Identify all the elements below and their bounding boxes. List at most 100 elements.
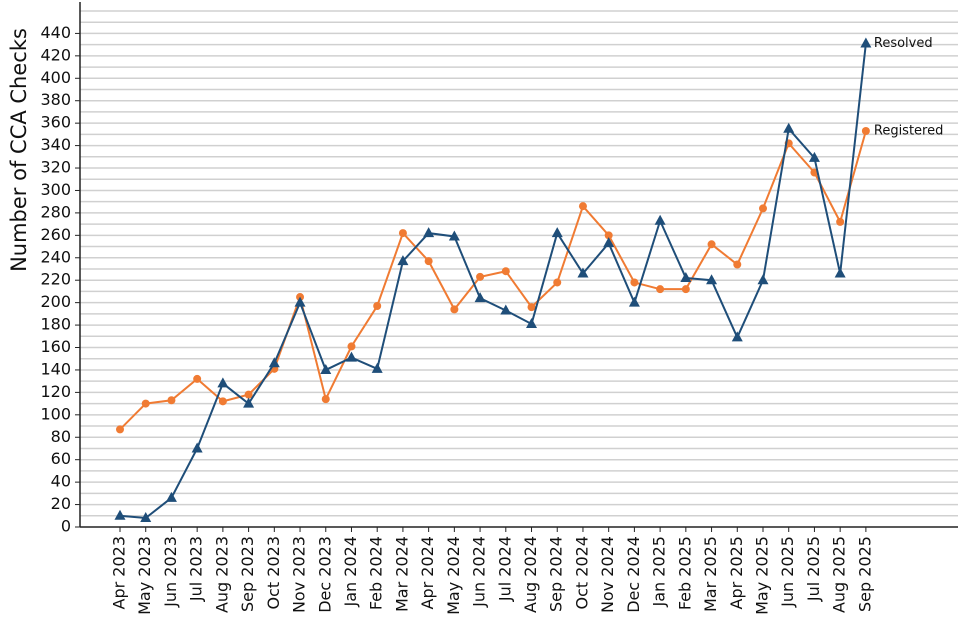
point — [757, 274, 769, 285]
y-tick-label: 200 — [40, 292, 71, 311]
point — [707, 240, 716, 249]
point — [114, 509, 126, 520]
x-tick-label: Dec 2023 — [315, 536, 334, 613]
point — [167, 396, 176, 405]
y-tick-label: 220 — [40, 270, 71, 289]
point — [808, 151, 820, 162]
x-tick-label: May 2025 — [753, 536, 772, 615]
y-tick-label: 60 — [51, 449, 71, 468]
point — [320, 363, 332, 374]
x-tick-label: Apr 2025 — [727, 536, 746, 609]
y-tick-label: 380 — [40, 90, 71, 109]
x-tick-label: Sep 2024 — [547, 536, 566, 612]
y-tick-label: 400 — [40, 68, 71, 87]
point — [193, 374, 202, 383]
point — [578, 202, 587, 211]
point — [706, 274, 718, 285]
point — [448, 230, 460, 241]
point — [218, 397, 227, 406]
x-tick-label: Jul 2025 — [804, 536, 823, 602]
y-tick-label: 300 — [40, 180, 71, 199]
x-tick-label: Sep 2025 — [855, 536, 874, 612]
point — [321, 395, 330, 404]
point — [500, 304, 512, 315]
series-label: Registered — [874, 124, 944, 139]
y-tick-label: 180 — [40, 315, 71, 334]
point — [551, 227, 563, 238]
point — [424, 257, 433, 266]
x-tick-label: Jun 2023 — [161, 536, 180, 608]
x-tick-label: Jul 2024 — [495, 536, 514, 602]
point — [397, 255, 409, 266]
x-tick-label: Sep 2023 — [238, 536, 257, 612]
y-tick-label: 420 — [40, 45, 71, 64]
point — [191, 442, 203, 453]
point — [527, 303, 536, 312]
x-tick-label: Nov 2023 — [290, 536, 309, 613]
point — [656, 285, 665, 294]
y-tick-label: 80 — [51, 427, 71, 446]
series-line — [119, 130, 867, 431]
series-line — [119, 43, 867, 520]
point — [553, 278, 562, 287]
y-tick-label: 120 — [40, 382, 71, 401]
point — [450, 305, 459, 314]
y-tick-label: 260 — [40, 225, 71, 244]
y-tick-label: 160 — [40, 337, 71, 356]
y-tick-label: 0 — [61, 517, 71, 536]
x-tick-label: Mar 2024 — [392, 536, 411, 612]
point — [141, 399, 150, 408]
y-tick-label: 280 — [40, 202, 71, 221]
y-tick-label: 100 — [40, 404, 71, 423]
point — [759, 204, 767, 213]
point — [577, 267, 589, 278]
point — [474, 292, 486, 303]
point — [476, 272, 485, 281]
x-tick-label: Jan 2025 — [650, 536, 669, 607]
point — [140, 512, 152, 523]
point — [680, 271, 692, 282]
point — [373, 302, 382, 311]
x-tick-label: Jun 2024 — [470, 536, 489, 608]
y-tick-label: 20 — [51, 494, 71, 513]
point — [268, 357, 280, 368]
x-tick-label: Oct 2024 — [572, 536, 591, 609]
y-tick-label: 240 — [40, 247, 71, 266]
point — [836, 217, 845, 226]
y-axis-label: Number of CCA Checks — [7, 28, 31, 272]
series-label: Resolved — [874, 36, 933, 51]
point — [243, 397, 255, 408]
x-tick-label: May 2024 — [444, 536, 463, 615]
point — [501, 267, 510, 276]
y-tick-label: 440 — [40, 23, 71, 42]
x-tick-label: Dec 2024 — [624, 536, 643, 613]
x-tick-label: Apr 2024 — [418, 536, 437, 609]
x-tick-label: Jul 2023 — [187, 536, 206, 602]
x-tick-label: Aug 2025 — [830, 536, 849, 613]
point — [244, 390, 253, 399]
y-tick-label: 40 — [51, 472, 71, 491]
x-tick-label: Feb 2025 — [675, 536, 694, 610]
point — [834, 267, 846, 278]
point — [860, 37, 872, 48]
x-tick-label: Aug 2024 — [521, 536, 540, 613]
point — [294, 296, 306, 307]
y-tick-label: 320 — [40, 158, 71, 177]
point — [604, 231, 613, 240]
x-tick-label: Jun 2025 — [778, 536, 797, 608]
y-tick-label: 360 — [40, 113, 71, 132]
x-tick-label: Apr 2023 — [110, 536, 129, 609]
point — [630, 278, 639, 287]
point — [423, 227, 435, 238]
point — [861, 127, 870, 136]
point — [783, 122, 795, 133]
point — [526, 317, 538, 328]
point — [371, 362, 383, 373]
point — [654, 214, 666, 225]
y-tick-label: 340 — [40, 135, 71, 154]
x-tick-label: Oct 2023 — [264, 536, 283, 609]
point — [681, 285, 690, 294]
point — [603, 237, 615, 248]
point — [628, 296, 640, 307]
